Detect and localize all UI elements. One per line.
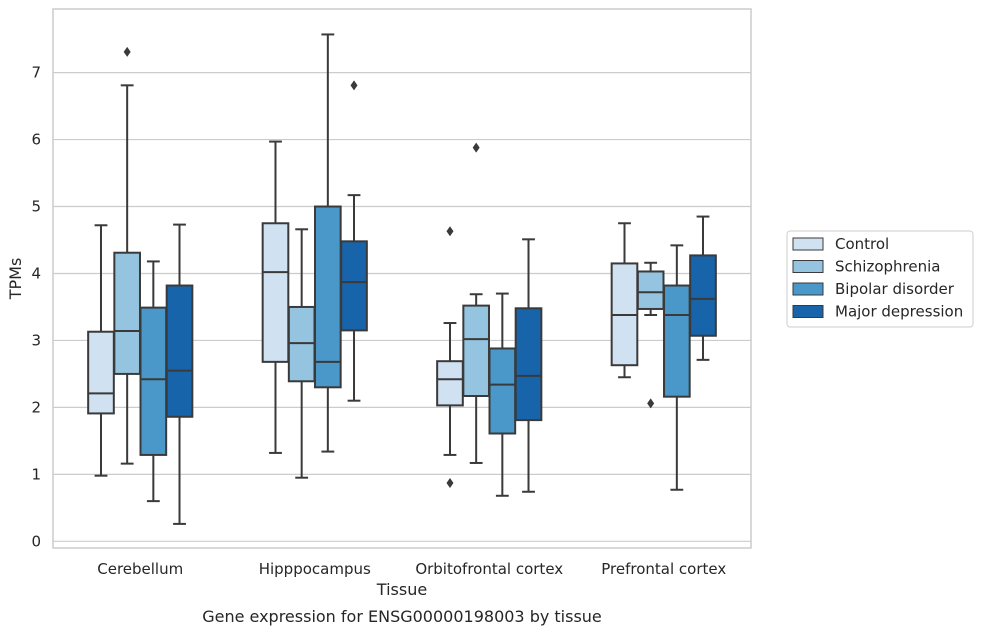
box-major-depression [689,215,717,361]
y-tick-label: 4 [31,264,41,282]
y-tick-label: 1 [31,465,41,483]
box-iqr [436,360,464,407]
legend-entry-label: Bipolar disorder [835,280,955,298]
box-schizophrenia [113,46,141,465]
outlier-point [647,398,655,409]
outlier-point [446,478,454,489]
x-tick-label: Cerebellum [97,560,183,578]
plot-frame [52,8,752,549]
box-iqr [488,347,517,435]
box-iqr [87,330,115,415]
y-axis-label: TPMs [6,258,25,301]
y-tick-labels: 0 1 2 3 4 5 6 7 [31,64,41,551]
legend-swatch [792,260,824,273]
y-tick-label: 5 [31,198,41,216]
box-iqr [340,240,368,332]
x-tick-label: Prefrontal cortex [601,560,726,578]
box-schizophrenia [287,228,316,479]
box-bipolar-disorder [488,292,517,497]
legend-frame [786,230,974,328]
legend-swatch [792,237,824,251]
box-iqr [113,251,141,375]
box-iqr [462,304,490,398]
box-iqr [261,222,290,363]
box-schizophrenia [636,261,665,409]
x-tick-labels: Cerebellum Hipppocampus Orbitofrontal cort… [97,560,726,578]
y-tick-label: 7 [31,64,41,82]
outlier-point [446,226,454,237]
box-iqr [314,205,342,389]
box-control [436,226,464,489]
box-bipolar-disorder [314,33,342,453]
box-major-depression [514,238,543,493]
chart-caption: Gene expression for ENSG00000198003 by t… [202,607,602,626]
boxes [87,33,717,525]
box-iqr [139,306,168,456]
legend-swatch [792,282,824,296]
box-control [610,222,639,379]
box-iqr [287,305,316,383]
box-iqr [689,254,717,337]
outlier-point [350,80,358,91]
box-iqr [514,307,543,422]
legend-entry-label: Major depression [835,303,963,321]
box-iqr [636,270,665,310]
box-iqr [165,284,194,418]
y-tick-label: 3 [31,331,41,349]
legend-entry-label: Schizophrenia [835,258,940,276]
box-major-depression [340,80,368,402]
x-axis-label: Tissue [376,580,427,599]
y-tick-label: 0 [31,532,41,550]
box-control [261,140,290,454]
box-iqr [663,284,691,398]
legend-entry-label: Control [835,235,889,253]
legend-swatch [792,305,824,318]
box-schizophrenia [462,142,490,464]
box-bipolar-disorder [663,244,691,491]
y-tick-label: 2 [31,398,41,416]
x-tick-label: Hipppocampus [259,560,371,578]
legend: Control Schizophrenia Bipolar disorder Majo… [786,230,974,328]
box-control [87,224,115,477]
outlier-point [472,142,480,153]
box-bipolar-disorder [139,260,168,503]
outlier-point [123,46,131,57]
box-major-depression [165,223,194,525]
y-tick-label: 6 [31,131,41,149]
x-tick-label: Orbitofrontal cortex [415,560,563,578]
